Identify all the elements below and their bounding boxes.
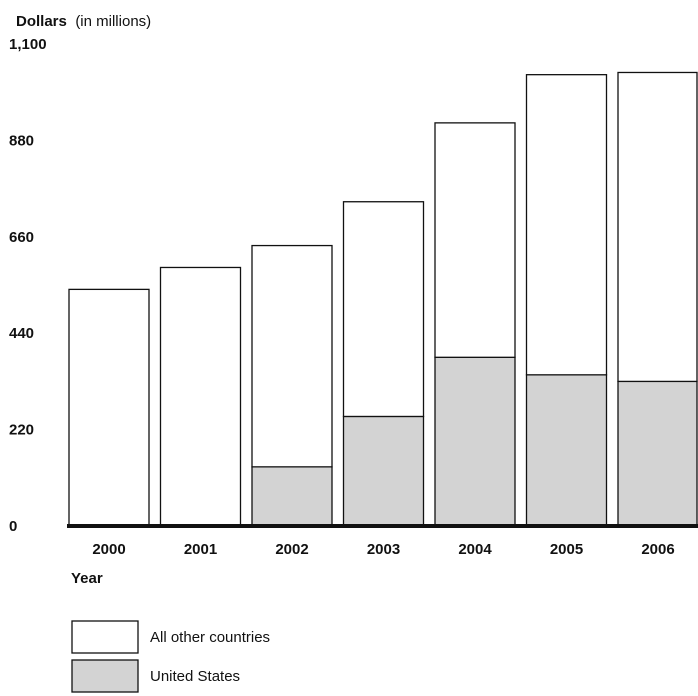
x-tick-label: 2000	[92, 541, 125, 558]
x-tick-label: 2003	[367, 541, 400, 558]
bar-segment-united-states	[434, 356, 516, 527]
legend-swatch-all-other-countries	[71, 620, 139, 654]
bar-segment-united-states	[525, 374, 608, 527]
y-tick-label: 1,100	[9, 36, 47, 53]
bar-segment-united-states	[617, 380, 698, 527]
x-axis-title: Year	[71, 570, 103, 587]
legend: All other countries United States	[71, 620, 270, 693]
y-tick-label: 440	[9, 325, 34, 342]
bar-segment-all-other-countries	[159, 266, 242, 527]
x-tick-label: 2005	[550, 541, 583, 558]
x-axis-ticks: 2000 2001 2002 2003 2004 2005 2006	[92, 541, 674, 558]
y-axis-title-unit: (in millions)	[75, 13, 151, 30]
y-tick-label: 220	[9, 422, 34, 439]
y-axis-title: Dollars (in millions)	[16, 13, 151, 30]
bar-segment-all-other-countries	[342, 201, 425, 418]
legend-label: United States	[150, 668, 240, 685]
x-tick-label: 2006	[641, 541, 674, 558]
y-axis-title-bold: Dollars	[16, 13, 67, 30]
bar-segment-all-other-countries	[525, 74, 608, 376]
bar-segment-united-states	[342, 415, 425, 527]
legend-label: All other countries	[150, 629, 270, 646]
bar-segment-united-states	[251, 466, 333, 527]
x-tick-label: 2004	[458, 541, 492, 558]
y-tick-label: 0	[9, 518, 17, 535]
y-axis-ticks: 0 220 440 660 880 1,100	[9, 36, 47, 535]
x-tick-label: 2002	[275, 541, 308, 558]
x-tick-label: 2001	[184, 541, 217, 558]
bar-segment-all-other-countries	[251, 244, 333, 468]
bar-segment-all-other-countries	[68, 288, 150, 527]
bar-segment-all-other-countries	[434, 122, 516, 358]
y-tick-label: 880	[9, 132, 34, 149]
y-tick-label: 660	[9, 229, 34, 246]
bar-segment-all-other-countries	[617, 71, 698, 383]
legend-swatch-united-states	[71, 659, 139, 693]
bars	[68, 71, 698, 527]
